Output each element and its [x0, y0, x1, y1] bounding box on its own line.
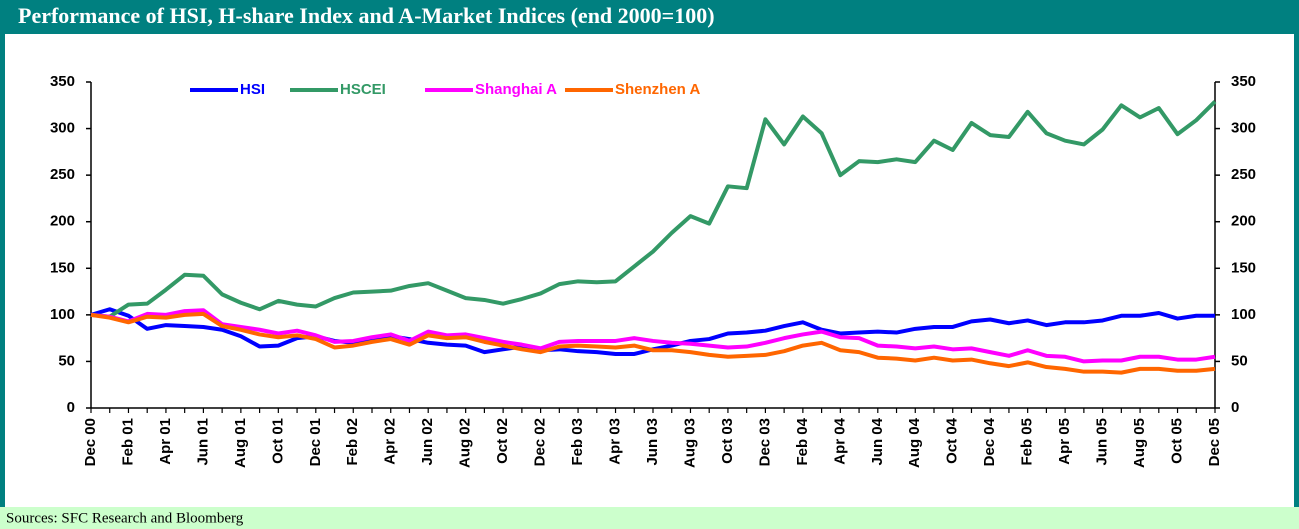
x-tick-label: Oct 01 — [269, 418, 286, 464]
x-tick-label: Jun 03 — [644, 418, 661, 466]
y2-tick-label: 0 — [1231, 399, 1239, 416]
y-tick-label: 250 — [50, 166, 75, 183]
y-tick-label: 300 — [50, 120, 75, 137]
right-border — [1294, 34, 1299, 508]
legend-label: HSCEI — [340, 81, 386, 98]
x-tick-label: Dec 00 — [82, 418, 99, 466]
x-tick-label: Jun 04 — [869, 417, 886, 465]
y-tick-label: 0 — [67, 399, 75, 416]
x-tick-label: Apr 02 — [382, 418, 399, 465]
x-tick-label: Jun 02 — [419, 418, 436, 466]
y2-tick-label: 150 — [1231, 259, 1256, 276]
x-tick-label: Dec 04 — [981, 417, 998, 466]
legend-label: HSI — [240, 81, 265, 98]
y-tick-label: 150 — [50, 259, 75, 276]
x-tick-label: Dec 05 — [1206, 418, 1223, 466]
x-tick-label: Aug 05 — [1131, 418, 1148, 468]
x-tick-label: Dec 03 — [756, 418, 773, 466]
x-tick-label: Oct 03 — [719, 418, 736, 464]
x-tick-label: Aug 03 — [681, 418, 698, 468]
x-tick-label: Aug 01 — [232, 418, 249, 468]
legend-label: Shenzhen A — [615, 81, 700, 98]
x-tick-label: Jun 05 — [1094, 418, 1111, 466]
y2-tick-label: 250 — [1231, 166, 1256, 183]
x-tick-label: Feb 02 — [344, 418, 361, 466]
x-tick-label: Jun 01 — [194, 418, 211, 466]
source-note: Sources: SFC Research and Bloomberg — [6, 510, 244, 526]
x-tick-label: Oct 04 — [944, 417, 961, 464]
left-border — [0, 34, 5, 508]
x-tick-label: Apr 03 — [607, 418, 624, 465]
y2-tick-label: 350 — [1231, 73, 1256, 90]
x-tick-label: Feb 03 — [569, 418, 586, 466]
x-tick-label: Dec 01 — [307, 418, 324, 466]
series-line — [90, 100, 1217, 319]
legend-label: Shanghai A — [475, 81, 557, 98]
y2-tick-label: 100 — [1231, 306, 1256, 323]
y2-tick-label: 300 — [1231, 120, 1256, 137]
x-tick-label: Feb 01 — [119, 418, 136, 466]
x-tick-label: Feb 04 — [794, 417, 811, 465]
y-tick-label: 350 — [50, 73, 75, 90]
x-tick-label: Aug 02 — [457, 418, 474, 468]
title-bar — [0, 0, 1299, 34]
x-tick-label: Oct 05 — [1169, 418, 1186, 464]
y2-tick-label: 200 — [1231, 213, 1256, 230]
x-tick-label: Oct 02 — [494, 418, 511, 464]
source-bar — [0, 507, 1299, 529]
y-tick-label: 100 — [50, 306, 75, 323]
series-line — [90, 311, 1216, 375]
x-tick-label: Aug 04 — [906, 417, 923, 468]
x-tick-label: Feb 05 — [1019, 418, 1036, 466]
y2-tick-label: 50 — [1231, 352, 1248, 369]
series-line — [90, 308, 1216, 364]
x-tick-label: Dec 02 — [532, 418, 549, 466]
x-tick-label: Apr 04 — [831, 417, 848, 464]
chart-title: Performance of HSI, H-share Index and A-… — [18, 3, 715, 28]
x-tick-label: Apr 01 — [157, 418, 174, 465]
x-tick-label: Apr 05 — [1056, 418, 1073, 465]
y-tick-label: 200 — [50, 213, 75, 230]
y-tick-label: 50 — [58, 352, 75, 369]
